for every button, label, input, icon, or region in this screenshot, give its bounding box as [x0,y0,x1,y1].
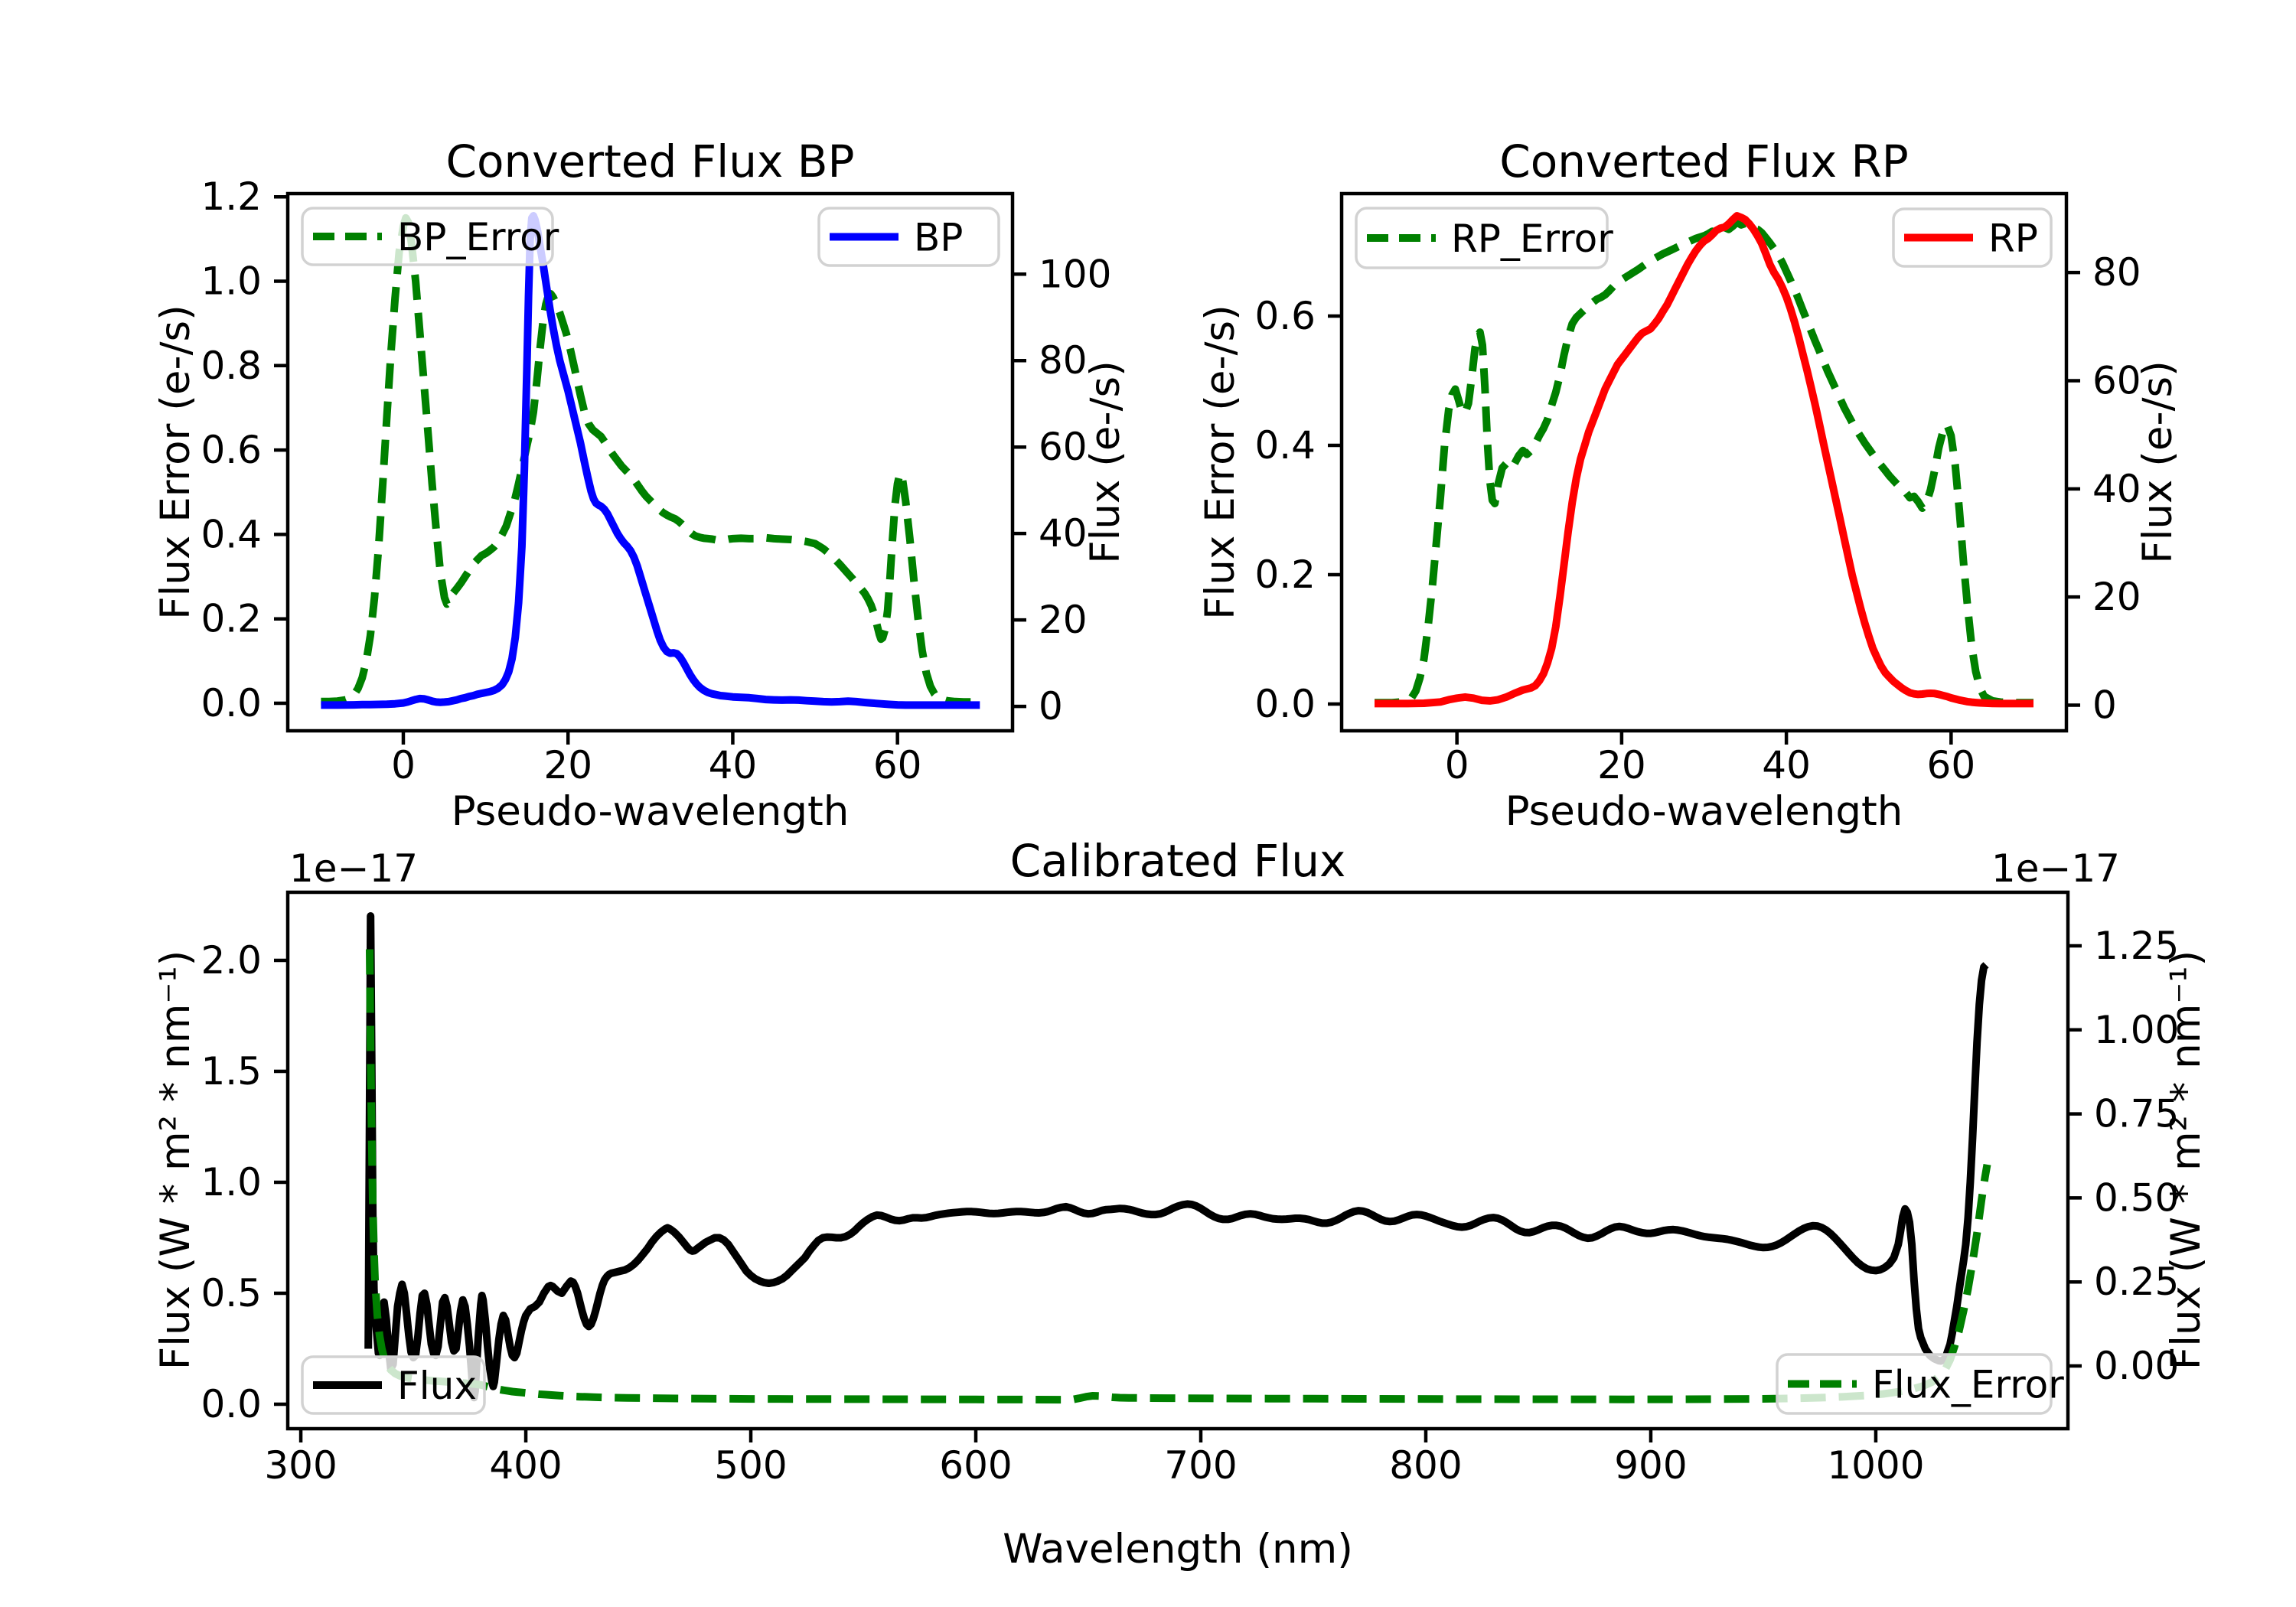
bp-plot-area [321,212,980,709]
bp-legend-bp: BP [817,207,1000,267]
cal-right-offset-text: 1e−17 [1991,846,2120,891]
rp-x-tick-label-3: 60 [1927,743,1976,787]
rp-subplot: Converted Flux RP Pseudo-wavelength Flux E… [1197,135,2181,835]
cal-x-tick-label-6: 900 [1614,1443,1687,1488]
bp-right-tick-label-3: 60 [1039,425,1088,469]
bp-axes-spines [285,191,1015,733]
cal-right-tick-label-4: 1.00 [2094,1008,2179,1052]
cal-right-tick-label-2: 0.50 [2094,1175,2179,1220]
bp-left-tick-label-5: 1.0 [201,259,262,303]
cal-legend-flux: Flux [301,1355,486,1415]
bp-legend-label-bp: BP [914,216,963,260]
rp-plot-area [1375,212,2033,708]
bp-x-tick-label-0: 0 [391,743,416,787]
cal-series-flux-line [364,912,1989,1402]
cal-subplot: Calibrated Flux Wavelength (nm) Flux (W * … [152,835,2210,1573]
bp-series-bp_error-line [321,214,980,706]
rp-right-tick-label-2: 40 [2092,467,2141,511]
rp-series-rp_error-line [1375,218,2033,707]
cal-x-tick-label-4: 700 [1164,1443,1237,1488]
bp-legend-box-0 [301,207,554,266]
cal-left-tick-label-0: 0.0 [201,1382,262,1426]
bp-series-bp-line [321,212,980,709]
bp-x-tick-label-3: 60 [873,743,922,787]
bp-right-tick-label-0: 0 [1039,684,1063,729]
rp-left-tick-label-0: 0.0 [1254,682,1316,726]
cal-left-offset-text: 1e−17 [289,846,418,891]
cal-title: Calibrated Flux [1010,835,1346,887]
cal-legend-box-0 [301,1355,486,1415]
bp-right-tick-label-1: 20 [1039,598,1088,642]
bp-left-tick-label-6: 1.2 [201,174,262,219]
cal-left-tick-label-2: 1.0 [201,1160,262,1204]
cal-left-tick-label-4: 2.0 [201,938,262,983]
rp-axes-spines [1339,191,2069,733]
cal-legend-label-flux: Flux [397,1364,477,1408]
bp-x-tick-label-2: 40 [709,743,758,787]
cal-x-tick-label-2: 500 [714,1443,787,1488]
rp-xaxis-label: Pseudo-wavelength [1505,788,1903,835]
bp-legend-box-1 [817,207,1000,267]
bp-right-tick-label-5: 100 [1039,252,1111,296]
rp-right-axis-label: Flux (e-/s) [2135,360,2181,564]
bp-left-axis-label: Flux Error (e-/s) [152,305,199,620]
cal-legend-box-1 [1776,1353,2053,1415]
bp-left-tick-label-4: 0.8 [201,344,262,388]
bp-right-axis-label: Flux (e-/s) [1082,360,1129,564]
rp-legend-box-0 [1355,207,1609,269]
bp-left-tick-label-2: 0.4 [201,512,262,556]
rp-right-tick-label-0: 0 [2092,683,2117,728]
bp-left-tick-label-3: 0.6 [201,428,262,472]
rp-right-tick-label-1: 20 [2092,575,2141,619]
cal-x-tick-label-1: 400 [489,1443,562,1488]
cal-right-tick-label-0: 0.00 [2094,1344,2179,1388]
rp-x-tick-label-2: 40 [1762,743,1811,787]
cal-left-axis-label: Flux (W * m² * nm⁻¹) [152,950,199,1370]
rp-left-tick-label-3: 0.6 [1254,294,1316,338]
bp-legend-bp_error: BP_Error [301,207,559,266]
cal-x-tick-label-0: 300 [264,1443,337,1488]
cal-right-tick-label-3: 0.75 [2094,1092,2179,1136]
cal-x-tick-label-5: 800 [1389,1443,1462,1488]
cal-legend-flux_error: Flux_Error [1776,1353,2064,1415]
bp-legend-label-bp_error: BP_Error [397,215,559,259]
rp-legend-label-rp: RP [1988,217,2038,261]
cal-left-tick-label-1: 0.5 [201,1271,262,1315]
rp-legend-rp: RP [1892,207,2053,268]
cal-right-axis-label: Flux (W * m² * nm⁻¹) [2163,950,2210,1370]
bp-x-tick-label-1: 20 [543,743,592,787]
bp-subplot: Converted Flux BP Pseudo-wavelength Flux E… [152,135,1129,835]
cal-plot-area [364,912,1991,1404]
rp-series-rp-line [1375,212,2033,708]
rp-x-tick-label-0: 0 [1445,743,1469,787]
rp-left-tick-label-1: 0.2 [1254,553,1316,597]
rp-right-tick-label-4: 80 [2092,250,2141,295]
rp-right-tick-label-3: 60 [2092,359,2141,403]
bp-xaxis-label: Pseudo-wavelength [452,788,850,835]
rp-x-tick-label-1: 20 [1597,743,1646,787]
cal-axes-spines [285,890,2070,1431]
cal-x-tick-label-7: 1000 [1827,1443,1924,1488]
rp-legend-label-rp_error: RP_Error [1451,217,1613,261]
cal-x-tick-label-3: 600 [939,1443,1012,1488]
rp-left-tick-label-2: 0.4 [1254,423,1316,468]
cal-series-flux_error-line [366,949,1991,1404]
bp-right-tick-label-2: 40 [1039,511,1088,556]
rp-left-axis-label: Flux Error (e-/s) [1197,305,1244,620]
bp-left-tick-label-0: 0.0 [201,681,262,725]
rp-legend-rp_error: RP_Error [1355,207,1613,269]
bp-right-tick-label-4: 80 [1039,338,1088,383]
rp-title: Converted Flux RP [1499,135,1909,187]
cal-legend-label-flux_error: Flux_Error [1872,1363,2064,1407]
cal-right-tick-label-1: 0.25 [2094,1260,2179,1304]
cal-left-tick-label-3: 1.5 [201,1049,262,1094]
bp-title: Converted Flux BP [445,135,854,187]
cal-right-tick-label-5: 1.25 [2094,924,2179,968]
bp-left-tick-label-1: 0.2 [201,597,262,641]
cal-xaxis-label: Wavelength (nm) [1003,1526,1353,1573]
